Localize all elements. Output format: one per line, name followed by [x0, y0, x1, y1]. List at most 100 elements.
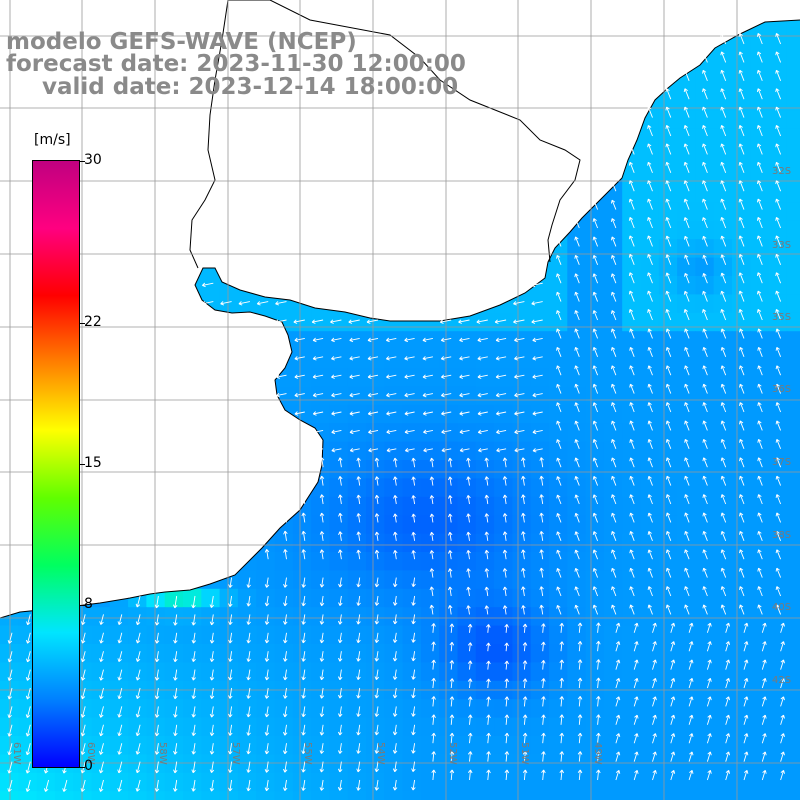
wind-arrow	[559, 659, 564, 670]
wind-arrow	[117, 632, 123, 644]
speed-cell	[603, 404, 623, 424]
wind-arrow	[201, 282, 214, 288]
speed-cell	[549, 736, 568, 755]
colorbar-tick-label: 22	[84, 313, 102, 330]
wind-arrow	[780, 714, 785, 725]
speed-cell	[201, 736, 221, 755]
speed-cell	[585, 533, 605, 553]
speed-cell	[292, 386, 312, 406]
wind-arrow	[556, 273, 562, 284]
wind-arrow	[592, 567, 599, 578]
speed-cell	[786, 625, 800, 645]
wind-arrow	[739, 402, 745, 413]
wind-arrow	[756, 309, 763, 321]
speed-cell	[658, 184, 678, 203]
speed-cell	[732, 607, 751, 627]
wind-arrow	[615, 641, 621, 652]
wind-arrow	[431, 714, 436, 725]
speed-cell	[219, 588, 239, 608]
speed-cell	[732, 754, 751, 774]
wind-arrow	[356, 513, 361, 523]
wind-arrow	[684, 254, 690, 265]
wind-arrow	[467, 678, 473, 689]
wind-arrow	[647, 161, 653, 173]
wind-arrow	[775, 402, 782, 413]
speed-cell	[622, 496, 642, 516]
speed-cell	[658, 699, 678, 719]
speed-cell	[786, 92, 800, 111]
speed-cell	[786, 73, 800, 93]
speed-cell	[384, 588, 404, 608]
wind-arrow	[720, 106, 727, 118]
speed-cell	[658, 478, 678, 498]
speed-cell	[494, 607, 513, 627]
wind-arrow	[98, 743, 104, 755]
wind-arrow	[337, 669, 343, 681]
speed-cell	[164, 754, 184, 774]
wind-arrow	[596, 659, 601, 670]
speed-cell	[311, 717, 330, 737]
wind-arrow	[374, 687, 380, 699]
speed-cell	[237, 588, 257, 608]
speed-cell	[658, 791, 678, 800]
speed-cell	[18, 772, 38, 792]
latitude-label: 37S	[772, 457, 791, 468]
wind-arrow	[628, 309, 635, 321]
wind-arrow	[757, 530, 763, 541]
speed-cell	[603, 736, 623, 755]
wind-arrow	[665, 604, 672, 615]
wind-arrow	[386, 392, 397, 398]
speed-cell	[494, 386, 513, 406]
wind-arrow	[411, 457, 416, 468]
speed-cell	[658, 496, 678, 516]
wind-arrow	[319, 531, 325, 541]
wind-arrow	[467, 714, 473, 725]
wind-arrow	[559, 696, 564, 707]
wind-arrow	[647, 512, 653, 523]
speed-cell	[237, 570, 257, 590]
speed-cell	[274, 644, 294, 663]
speed-cell	[658, 533, 678, 553]
wind-arrow	[702, 254, 708, 265]
wind-arrow	[539, 475, 544, 486]
speed-cell	[366, 515, 385, 535]
wind-arrow	[665, 198, 672, 210]
speed-cell	[311, 607, 330, 627]
wind-arrow	[484, 513, 490, 523]
land-area	[0, 0, 800, 618]
wind-arrow	[780, 733, 785, 744]
wind-arrow	[449, 714, 455, 725]
speed-cell	[384, 717, 404, 737]
speed-cell	[237, 717, 257, 737]
wind-arrow	[404, 374, 415, 379]
wind-arrow	[652, 622, 657, 633]
speed-cell	[585, 699, 605, 719]
speed-cell	[0, 699, 19, 719]
speed-cell	[347, 368, 367, 387]
wind-arrow	[628, 253, 635, 265]
wind-arrow	[447, 568, 453, 578]
wind-arrow	[301, 687, 306, 699]
wind-arrow	[504, 714, 510, 725]
wind-arrow	[592, 291, 599, 302]
wind-arrow	[647, 604, 653, 615]
speed-cell	[311, 625, 330, 645]
wind-arrow	[356, 457, 361, 468]
wind-arrow	[611, 420, 617, 431]
speed-cell	[750, 368, 770, 387]
wind-arrow	[615, 733, 621, 744]
speed-cell	[530, 736, 550, 755]
speed-cell	[530, 699, 550, 719]
speed-cell	[475, 717, 495, 737]
speed-cell	[329, 386, 349, 406]
wind-arrow	[683, 198, 690, 210]
speed-cell	[786, 644, 800, 663]
wind-arrow	[739, 457, 745, 468]
speed-cell	[640, 257, 660, 277]
latitude-label: 42S	[772, 675, 791, 686]
wind-arrow	[702, 530, 708, 541]
wind-arrow	[301, 530, 306, 541]
speed-cell	[768, 625, 788, 645]
speed-cell	[567, 331, 587, 351]
speed-cell	[603, 625, 623, 645]
